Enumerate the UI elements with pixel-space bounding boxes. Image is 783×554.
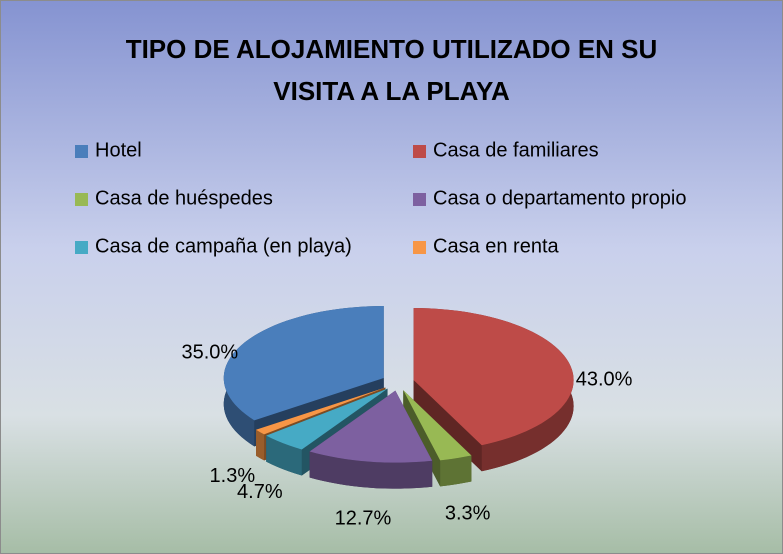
data-label: 43.0% bbox=[576, 369, 633, 391]
data-label: 35.0% bbox=[181, 341, 238, 363]
data-label: 12.7% bbox=[335, 507, 392, 529]
slice-wall bbox=[440, 455, 472, 487]
legend-label: Hotel bbox=[95, 139, 142, 161]
slice-wall bbox=[309, 451, 433, 489]
slice-top bbox=[266, 388, 388, 450]
slice-top bbox=[256, 387, 386, 435]
legend-label: Casa en renta bbox=[433, 235, 560, 257]
data-label: 4.7% bbox=[237, 481, 283, 503]
slice-top bbox=[223, 306, 384, 421]
slice-top bbox=[413, 308, 574, 446]
legend-swatch bbox=[413, 193, 426, 206]
slice-top bbox=[403, 390, 472, 461]
slice-wall bbox=[256, 429, 265, 461]
slice-top bbox=[309, 390, 433, 463]
data-label: 3.3% bbox=[445, 502, 491, 524]
data-label: 1.3% bbox=[210, 465, 256, 487]
legend-label: Casa de familiares bbox=[433, 139, 599, 161]
slice bbox=[403, 390, 472, 487]
legend-label: Casa o departamento propio bbox=[433, 187, 687, 209]
slice bbox=[309, 390, 433, 489]
slice bbox=[413, 308, 574, 472]
legend-swatch bbox=[75, 193, 88, 206]
chart-title: TIPO DE ALOJAMIENTO UTILIZADO EN SU VISI… bbox=[125, 34, 658, 106]
legend-label: Casa de huéspedes bbox=[95, 187, 273, 209]
legend-swatch bbox=[75, 241, 88, 254]
legend-swatch bbox=[413, 241, 426, 254]
legend-swatch bbox=[413, 145, 426, 158]
legend-label: Casa de campaña (en playa) bbox=[95, 235, 352, 257]
slice-side bbox=[413, 380, 482, 472]
slice-wall bbox=[266, 435, 302, 476]
legend-swatch bbox=[75, 145, 88, 158]
